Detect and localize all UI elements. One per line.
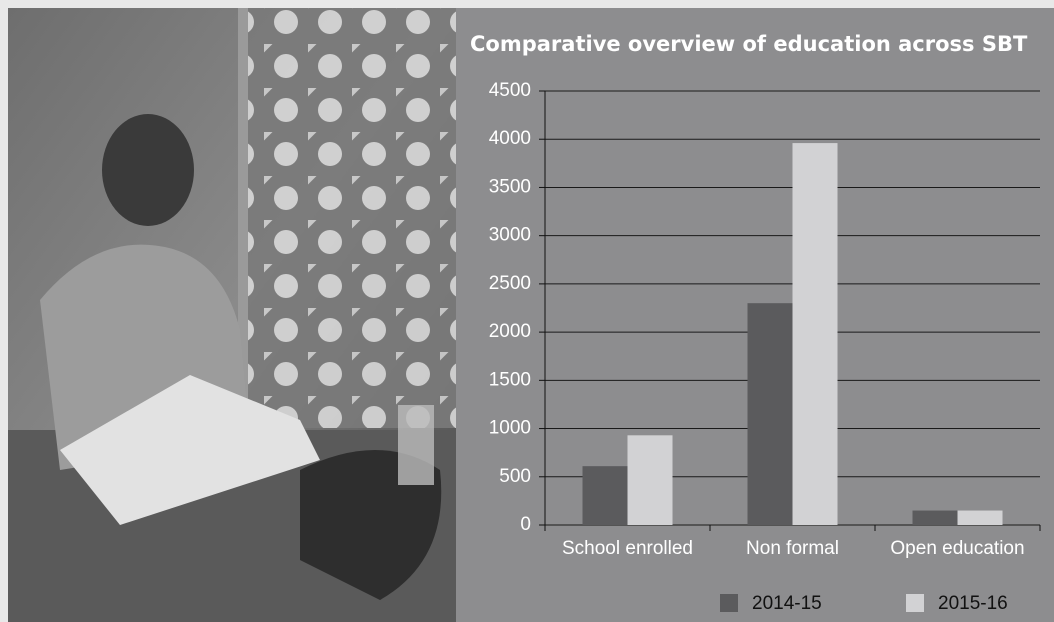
y-tick-label: 4000 [489, 128, 531, 149]
y-tick-label: 4500 [489, 80, 531, 101]
bar [582, 466, 628, 525]
bar [957, 510, 1003, 525]
bar [627, 435, 673, 525]
legend-swatch [906, 594, 924, 612]
bar [792, 143, 838, 525]
y-tick-label: 3500 [489, 176, 531, 197]
legend-swatch [720, 594, 738, 612]
photo [8, 8, 456, 622]
x-tick-label: Open education [890, 538, 1024, 559]
y-tick-label: 2000 [489, 321, 531, 342]
y-tick-label: 3000 [489, 225, 531, 246]
chart-title: Comparative overview of education across… [470, 32, 1028, 56]
y-tick-label: 0 [520, 514, 531, 535]
legend-label: 2015-16 [938, 593, 1008, 614]
y-tick-label: 2500 [489, 273, 531, 294]
bar [912, 510, 958, 525]
y-tick-label: 1500 [489, 369, 531, 390]
x-tick-label: School enrolled [562, 538, 693, 559]
y-tick-label: 500 [499, 466, 531, 487]
bar [747, 303, 793, 525]
y-tick-label: 1000 [489, 418, 531, 439]
x-tick-label: Non formal [746, 538, 839, 559]
legend-label: 2014-15 [752, 593, 822, 614]
